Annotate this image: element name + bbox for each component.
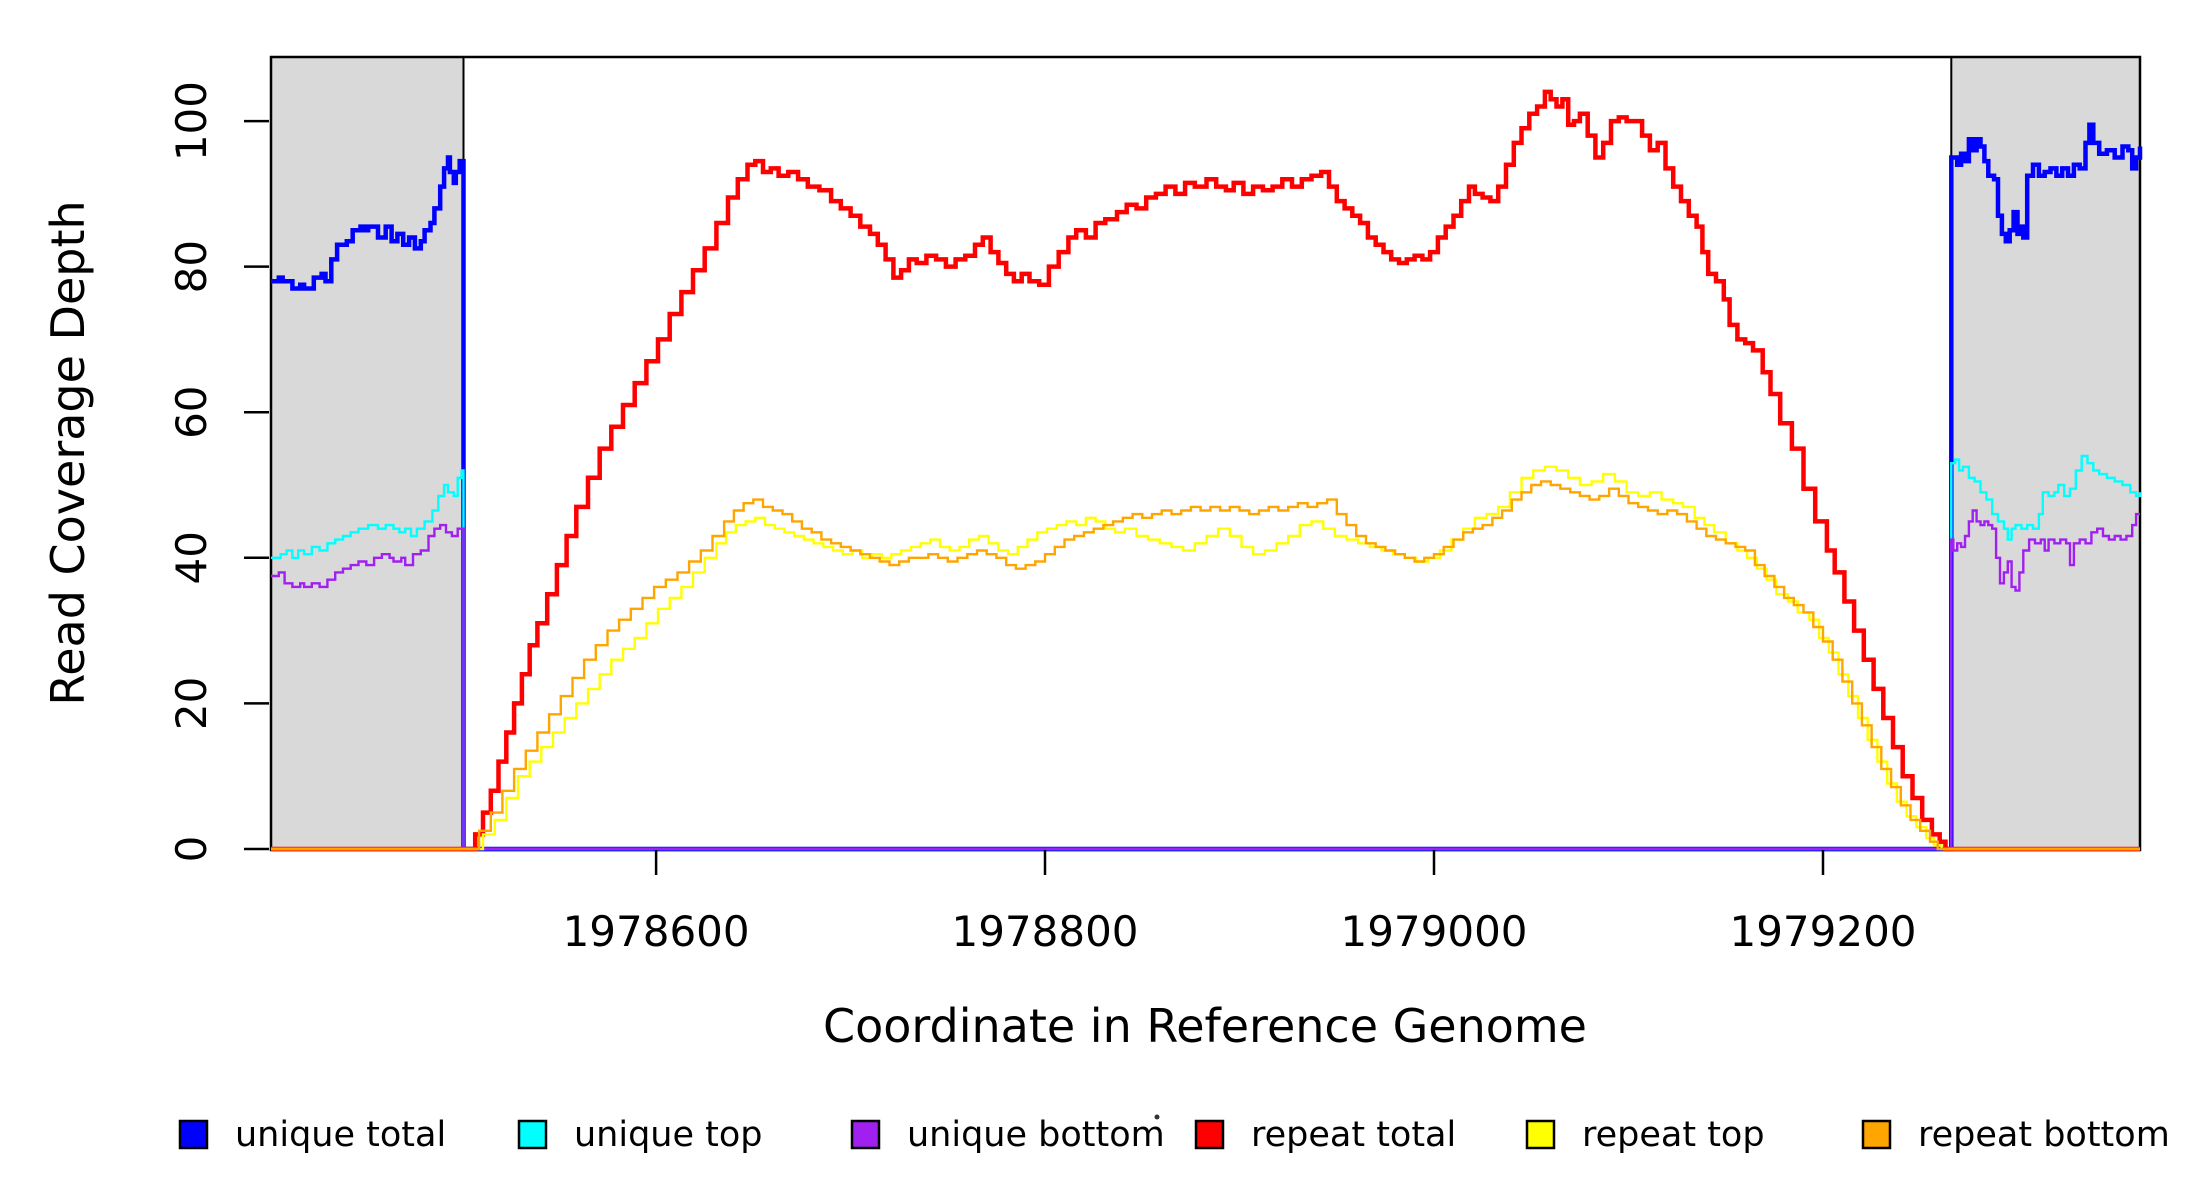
legend-swatch-unique-total — [178, 1119, 209, 1150]
stray-dot-mark — [1154, 1114, 1160, 1120]
legend-swatch-repeat-top — [1525, 1119, 1556, 1150]
plot-box — [269, 55, 2142, 852]
legend-label-repeat-bottom: repeat bottom — [1918, 1115, 2170, 1155]
y-tick-label: 20 — [167, 677, 216, 730]
legend-swatch-unique-bottom — [850, 1119, 881, 1150]
series-line-unique-bottom — [271, 509, 2140, 851]
x-tick-label: 1979000 — [1340, 907, 1527, 956]
legend-swatch-unique-top — [517, 1119, 548, 1150]
y-tick-label: 100 — [167, 81, 216, 161]
legend-label-repeat-total: repeat total — [1251, 1115, 1456, 1155]
series-line-repeat-total — [271, 89, 2140, 852]
x-tick-label: 1978800 — [951, 907, 1138, 956]
masked-region-right — [1950, 56, 2142, 851]
legend-label-repeat-top: repeat top — [1582, 1115, 1765, 1155]
y-tick-label: 80 — [167, 240, 216, 293]
masked-background-regions — [270, 56, 2142, 851]
x-tick-label: 1979200 — [1729, 907, 1916, 956]
y-axis-title: Read Coverage Depth — [41, 200, 95, 705]
series-line-unique-total — [271, 122, 2143, 852]
axes: 1978600 1978800 1979000 1979200 0 20 40 60 80 100 — [167, 81, 1917, 956]
y-tick-label: 40 — [167, 531, 216, 584]
legend-label-unique-total: unique total — [235, 1115, 446, 1155]
series-line-repeat-bottom — [271, 480, 2140, 851]
y-tick-label: 0 — [167, 836, 216, 863]
y-tick-label: 60 — [167, 385, 216, 438]
masked-region-left — [270, 56, 465, 851]
plot-border — [269, 55, 2142, 852]
series-line-repeat-top — [271, 465, 2140, 851]
x-axis-title: Coordinate in Reference Genome — [823, 999, 1587, 1053]
series-line-unique-top — [271, 454, 2142, 851]
legend-swatch-repeat-total — [1194, 1119, 1225, 1150]
data-series — [271, 89, 2143, 852]
x-tick-label: 1978600 — [563, 907, 750, 956]
legend-label-unique-top: unique top — [574, 1115, 763, 1155]
legend-swatch-repeat-bottom — [1861, 1119, 1892, 1150]
legend: unique total unique top unique bottom repea… — [178, 1115, 2170, 1155]
legend-label-unique-bottom: unique bottom — [907, 1115, 1165, 1155]
